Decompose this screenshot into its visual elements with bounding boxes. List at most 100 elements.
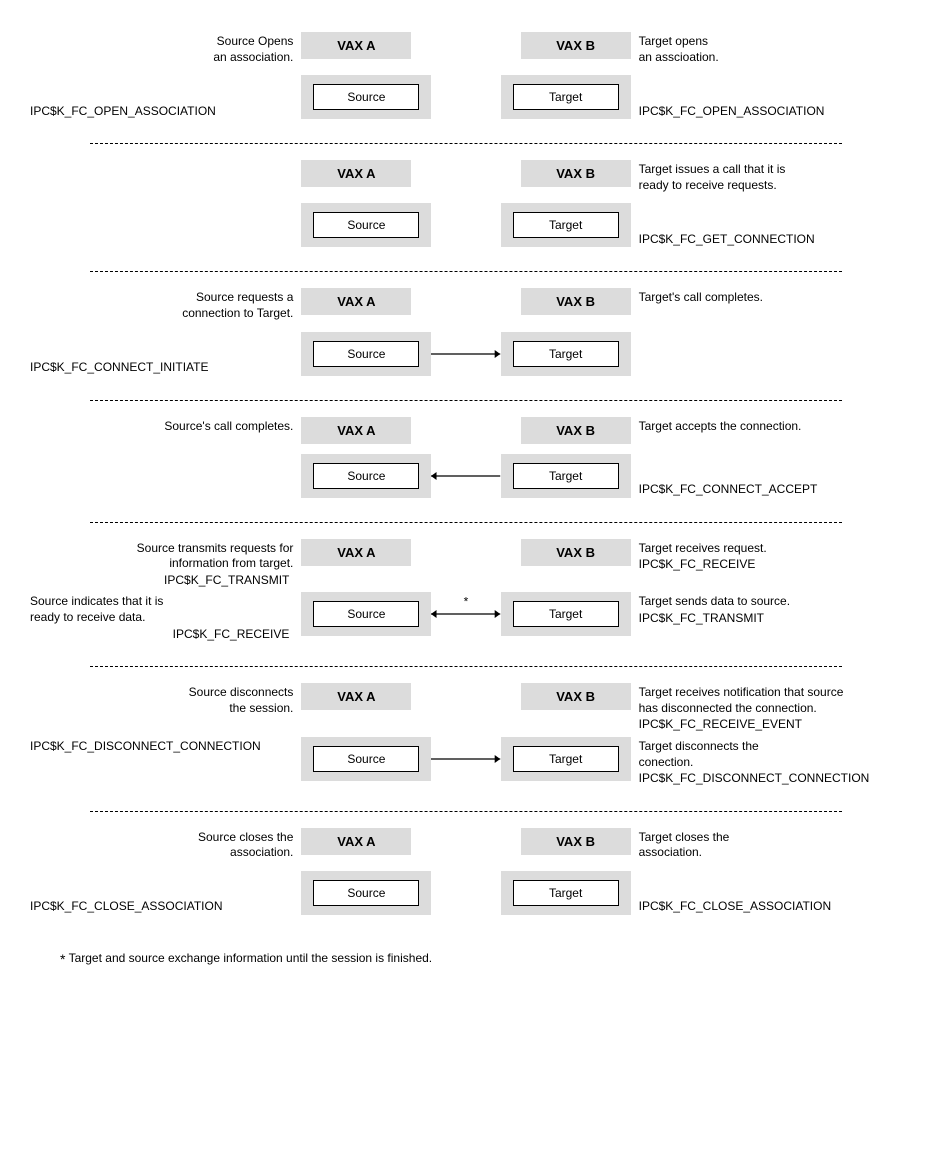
right-annotation: Target receives notification that source… — [631, 683, 902, 733]
flow-panel-1: VAX A VAX B Target issues a call that it… — [30, 148, 902, 267]
source-box: Source — [301, 871, 431, 915]
ipc-code-label: IPC$K_FC_DISCONNECT_CONNECTION — [30, 739, 261, 753]
panel-divider — [90, 666, 842, 667]
process-row: Source Target IPC$K_FC_GET_CONNECTION — [30, 203, 902, 247]
source-label: Source — [313, 84, 419, 110]
source-label: Source — [313, 746, 419, 772]
vax-a-box: VAX A — [301, 32, 411, 59]
right-annotation: Target issues a call that it isready to … — [631, 160, 902, 193]
right-side: IPC$K_FC_CONNECT_ACCEPT — [631, 454, 902, 498]
vax-b-box: VAX B — [521, 417, 631, 444]
vax-b-box: VAX B — [521, 683, 631, 710]
arrow-left-icon — [431, 466, 500, 486]
left-side: IPC$K_FC_OPEN_ASSOCIATION — [30, 75, 301, 119]
footnote-text: Target and source exchange information u… — [69, 951, 433, 965]
process-pair: Source Target — [301, 332, 630, 376]
process-row: IPC$K_FC_CONNECT_INITIATE Source Target — [30, 332, 902, 376]
vax-pair: VAX A VAX B — [301, 683, 630, 710]
process-pair: Source * Target — [301, 592, 630, 636]
left-side: Source indicates that it isready to rece… — [30, 592, 301, 642]
ipc-code-label: IPC$K_FC_CONNECT_INITIATE — [30, 360, 208, 376]
process-pair: Source Target — [301, 203, 630, 247]
flow-panel-5: Source disconnectsthe session. VAX A VAX… — [30, 671, 902, 807]
vax-pair: VAX A VAX B — [301, 539, 630, 566]
ipc-code-label: IPC$K_FC_RECEIVE — [639, 557, 902, 573]
vax-pair: VAX A VAX B — [301, 417, 630, 444]
vax-a-box: VAX A — [301, 417, 411, 444]
panel-divider — [90, 811, 842, 812]
source-box: Source — [301, 332, 431, 376]
process-pair: Source Target — [301, 454, 630, 498]
vax-b-box: VAX B — [521, 288, 631, 315]
left-side — [30, 454, 301, 498]
arrow-label: * — [464, 595, 469, 609]
right-annotation: Target closes theassociation. — [631, 828, 902, 861]
process-pair: Source Target — [301, 75, 630, 119]
source-label: Source — [313, 212, 419, 238]
left-annotation: Source transmits requests forinformation… — [30, 539, 301, 589]
left-annotation-block: Source indicates that it isready to rece… — [30, 594, 293, 642]
right-annotation-block: Target disconnects theconection.IPC$K_FC… — [639, 739, 902, 787]
ipc-flow-diagram: Source Opensan association. VAX A VAX B … — [30, 20, 902, 935]
ipc-code-label: IPC$K_FC_CLOSE_ASSOCIATION — [639, 899, 832, 915]
process-row: IPC$K_FC_CLOSE_ASSOCIATION Source Target… — [30, 871, 902, 915]
panel-divider — [90, 271, 842, 272]
vax-pair: VAX A VAX B — [301, 288, 630, 315]
right-annotation: Target's call completes. — [631, 288, 902, 306]
right-side: Target disconnects theconection.IPC$K_FC… — [631, 737, 902, 787]
vax-a-box: VAX A — [301, 288, 411, 315]
right-annotation-block: Target receives notification that source… — [639, 685, 902, 733]
vax-a-box: VAX A — [301, 683, 411, 710]
footnote: * Target and source exchange information… — [30, 951, 902, 967]
vax-pair: VAX A VAX B — [301, 828, 630, 855]
target-label: Target — [513, 601, 619, 627]
left-annotation: Source disconnectsthe session. — [30, 683, 301, 716]
target-label: Target — [513, 341, 619, 367]
left-annotation: Source requests aconnection to Target. — [30, 288, 301, 321]
target-label: Target — [513, 746, 619, 772]
ipc-code-label: IPC$K_FC_TRANSMIT — [30, 573, 293, 589]
ipc-code-label: IPC$K_FC_TRANSMIT — [639, 611, 902, 627]
vax-row: Source's call completes. VAX A VAX B Tar… — [30, 417, 902, 444]
right-side: Target sends data to source.IPC$K_FC_TRA… — [631, 592, 902, 626]
left-annotation: Source's call completes. — [30, 417, 301, 435]
vax-row: Source transmits requests forinformation… — [30, 539, 902, 589]
left-side: IPC$K_FC_CONNECT_INITIATE — [30, 332, 301, 376]
ipc-code-label: IPC$K_FC_OPEN_ASSOCIATION — [639, 104, 825, 120]
right-annotation-block: Target sends data to source.IPC$K_FC_TRA… — [639, 594, 902, 626]
flow-panel-2: Source requests aconnection to Target. V… — [30, 276, 902, 395]
left-annotation — [30, 160, 301, 162]
vax-row: VAX A VAX B Target issues a call that it… — [30, 160, 902, 193]
process-row: Source Target IPC$K_FC_CONNECT_ACCEPT — [30, 454, 902, 498]
left-side: IPC$K_FC_DISCONNECT_CONNECTION — [30, 737, 301, 755]
target-label: Target — [513, 212, 619, 238]
process-row: Source indicates that it isready to rece… — [30, 592, 902, 642]
source-label: Source — [313, 880, 419, 906]
source-box: Source — [301, 454, 431, 498]
left-annotation-block: Source transmits requests forinformation… — [30, 541, 293, 589]
source-label: Source — [313, 463, 419, 489]
left-side — [30, 203, 301, 247]
vax-a-box: VAX A — [301, 539, 411, 566]
flow-panel-3: Source's call completes. VAX A VAX B Tar… — [30, 405, 902, 518]
target-box: Target — [501, 454, 631, 498]
process-pair: Source Target — [301, 737, 630, 781]
right-annotation: Target accepts the connection. — [631, 417, 902, 435]
panel-divider — [90, 522, 842, 523]
ipc-code-label: IPC$K_FC_CLOSE_ASSOCIATION — [30, 899, 223, 915]
source-box: Source — [301, 203, 431, 247]
panel-divider — [90, 143, 842, 144]
right-annotation: Target opensan asscioation. — [631, 32, 902, 65]
arrow-right-icon — [431, 344, 500, 364]
vax-row: Source disconnectsthe session. VAX A VAX… — [30, 683, 902, 733]
flow-panel-6: Source closes theassociation. VAX A VAX … — [30, 816, 902, 935]
target-box: Target — [501, 203, 631, 247]
target-label: Target — [513, 880, 619, 906]
ipc-code-label: IPC$K_FC_RECEIVE — [30, 627, 293, 643]
source-box: Source — [301, 75, 431, 119]
vax-b-box: VAX B — [521, 32, 631, 59]
target-box: Target — [501, 871, 631, 915]
vax-row: Source Opensan association. VAX A VAX B … — [30, 32, 902, 65]
left-side: IPC$K_FC_CLOSE_ASSOCIATION — [30, 871, 301, 915]
footnote-star: * — [60, 951, 65, 967]
